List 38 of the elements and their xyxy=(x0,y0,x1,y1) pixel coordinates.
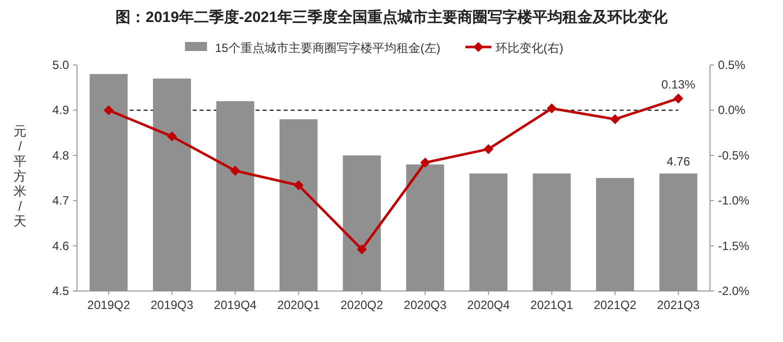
point xyxy=(230,166,240,176)
x-tick-label: 2020Q2 xyxy=(340,298,384,312)
point xyxy=(104,105,114,116)
x-tick-label: 2020Q3 xyxy=(404,298,447,312)
x-tick-label: 2019Q2 xyxy=(87,298,130,312)
y-axis-title: 元/平方米/天 xyxy=(14,124,26,228)
y2-tick-label: -1.5% xyxy=(718,238,750,253)
y-tick-label: 4.8 xyxy=(52,148,70,162)
y-tick-label: 4.6 xyxy=(52,238,70,253)
point xyxy=(546,103,557,114)
x-tick-label: 2019Q4 xyxy=(214,298,257,312)
point xyxy=(610,114,620,124)
y-tick-label: 4.9 xyxy=(52,103,70,118)
chart-title: 图：2019年二季度-2021年三季度全国重点城市主要商圈写字楼平均租金及环比变化 xyxy=(116,8,668,26)
x-tick-label: 2020Q4 xyxy=(467,298,510,312)
y-tick-label: 5.0 xyxy=(52,58,70,72)
x-tick-label: 2021Q1 xyxy=(530,298,574,312)
point xyxy=(673,93,684,104)
x-tick-label: 2021Q2 xyxy=(594,298,637,312)
legend-label: 15个重点城市主要商圈写字楼平均租金(左) xyxy=(215,41,440,55)
point xyxy=(420,158,430,168)
legend-label: 环比变化(右) xyxy=(495,41,564,55)
point xyxy=(294,180,304,190)
y2-tick-label: 0.0% xyxy=(718,103,746,118)
x-tick-label: 2019Q3 xyxy=(150,298,194,312)
y2-tick-label: -0.5% xyxy=(718,148,750,162)
y-tick-label: 4.5 xyxy=(52,284,70,298)
x-tick-label: 2021Q3 xyxy=(657,298,700,312)
point xyxy=(483,144,494,154)
y2-tick-label: 0.5% xyxy=(718,58,746,72)
point xyxy=(356,244,367,254)
x-tick-label: 2020Q1 xyxy=(277,298,320,312)
data-label: 4.76 xyxy=(666,154,690,168)
y2-tick-label: -2.0% xyxy=(718,284,750,298)
data-label: 0.13% xyxy=(661,77,696,92)
y-tick-label: 4.7 xyxy=(52,194,70,208)
y2-tick-label: -1.0% xyxy=(718,194,750,208)
point xyxy=(166,131,177,142)
